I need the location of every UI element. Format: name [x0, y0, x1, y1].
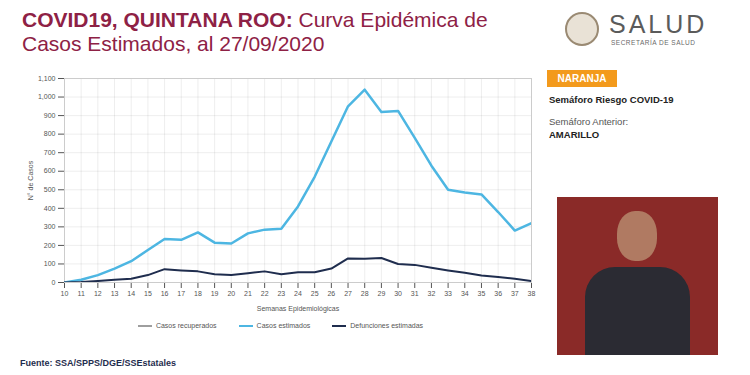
- svg-text:28: 28: [361, 290, 369, 297]
- svg-text:18: 18: [194, 290, 202, 297]
- svg-text:19: 19: [211, 290, 219, 297]
- svg-text:Semanas Epidemiológicas: Semanas Epidemiológicas: [257, 305, 340, 313]
- svg-text:37: 37: [511, 290, 519, 297]
- html-text:Fuente: SSA/SPPS/DGE/SSEstatal: Fuente: SSA/SPPS/DGE/SSEstatales: [20, 358, 177, 368]
- svg-text:32: 32: [428, 290, 436, 297]
- svg-text:21: 21: [244, 290, 252, 297]
- svg-text:23: 23: [277, 290, 285, 297]
- svg-text:26: 26: [327, 290, 335, 297]
- html-text:Semáforo Riesgo COVID-19: Semáforo Riesgo COVID-19: [549, 94, 674, 105]
- svg-text:22: 22: [261, 290, 269, 297]
- svg-text:17: 17: [177, 290, 185, 297]
- svg-text:15: 15: [144, 290, 152, 297]
- svg-text:34: 34: [461, 290, 469, 297]
- svg-text:600: 600: [44, 167, 56, 174]
- html-text:AMARILLO: AMARILLO: [549, 129, 600, 140]
- svg-text:16: 16: [161, 290, 169, 297]
- html-text:SALUD: SALUD: [609, 10, 708, 38]
- html-text:SECRETARÍA DE SALUD: SECRETARÍA DE SALUD: [611, 39, 696, 46]
- html-text:NARANJA: NARANJA: [557, 73, 607, 84]
- svg-text:100: 100: [44, 260, 56, 267]
- svg-text:35: 35: [478, 290, 486, 297]
- svg-text:14: 14: [127, 290, 135, 297]
- svg-text:13: 13: [111, 290, 119, 297]
- svg-text:20: 20: [227, 290, 235, 297]
- svg-text:10: 10: [61, 290, 69, 297]
- svg-text:1,100: 1,100: [38, 75, 56, 82]
- svg-text:38: 38: [528, 290, 536, 297]
- svg-text:300: 300: [44, 223, 56, 230]
- html-text:COVID19, QUINTANA ROO: Curva E: COVID19, QUINTANA ROO: Curva Epidémica d…: [22, 8, 488, 55]
- svg-text:31: 31: [411, 290, 419, 297]
- html-text:Casos recuperados: Casos recuperados: [155, 322, 217, 329]
- svg-text:0: 0: [52, 279, 56, 286]
- svg-text:500: 500: [44, 186, 56, 193]
- html-text:Semáforo Anterior:: Semáforo Anterior:: [549, 116, 629, 127]
- html-text:Defunciones estimadas: Defunciones estimadas: [350, 322, 424, 329]
- svg-text:24: 24: [294, 290, 302, 297]
- svg-text:11: 11: [78, 290, 85, 297]
- svg-text:27: 27: [344, 290, 352, 297]
- html-text:Casos estimados: Casos estimados: [256, 322, 311, 329]
- svg-text:400: 400: [44, 205, 56, 212]
- svg-text:200: 200: [44, 242, 56, 249]
- svg-text:900: 900: [44, 112, 56, 119]
- svg-text:33: 33: [444, 290, 452, 297]
- svg-text:700: 700: [44, 149, 56, 156]
- svg-text:800: 800: [44, 130, 56, 137]
- svg-text:1,000: 1,000: [38, 93, 56, 100]
- svg-text:29: 29: [377, 290, 385, 297]
- svg-text:30: 30: [394, 290, 402, 297]
- svg-text:12: 12: [94, 290, 102, 297]
- svg-text:25: 25: [311, 290, 319, 297]
- svg-text:N° de Casos: N° de Casos: [27, 160, 34, 200]
- svg-text:36: 36: [494, 290, 502, 297]
